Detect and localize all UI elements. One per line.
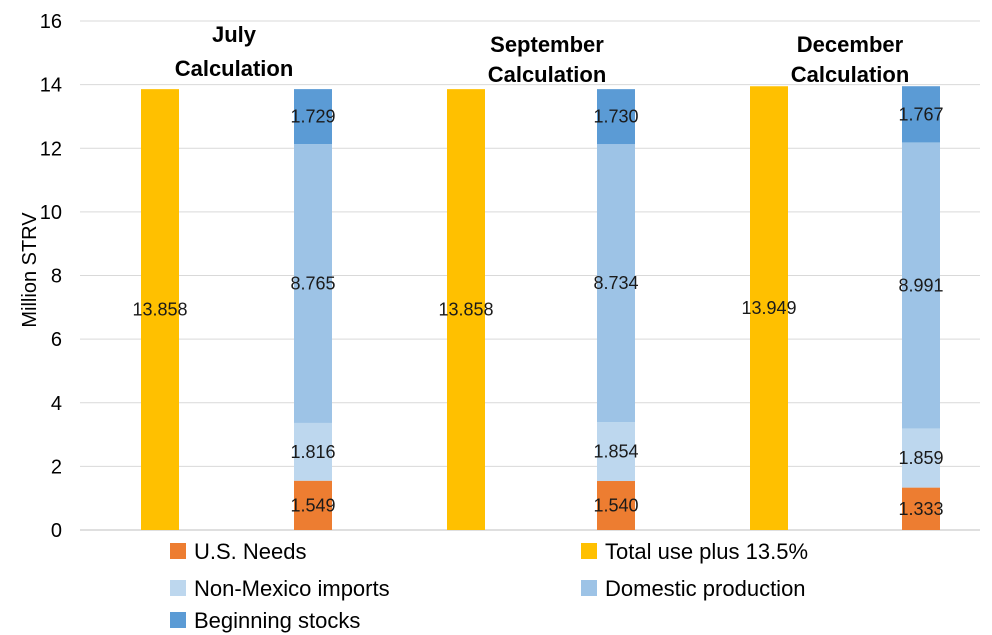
bar-segment-non_mexico [597,422,635,482]
y-tick-label: 2 [51,456,62,478]
group-title-line1: December [797,32,904,57]
group-title-line2: Calculation [791,62,910,87]
data-label-non_mexico: 1.816 [290,442,335,462]
legend-swatch-total_use [581,543,597,559]
data-label-beginning: 1.729 [290,107,335,127]
group-titles: July Calculation September Calculation Decem… [175,22,910,87]
bar-total-use [447,89,485,531]
data-label-domestic: 8.765 [290,274,335,294]
bar-total-use [750,86,788,530]
legend-label-non_mexico: Non-Mexico imports [194,576,390,601]
data-label-us_needs: 1.333 [898,499,943,519]
bar-segment-us_needs [597,481,635,530]
y-tick-label: 8 [51,266,62,288]
gridlines [80,20,980,531]
bar-segment-beginning [902,86,940,143]
bar-segment-domestic [597,144,635,423]
data-label-beginning: 1.730 [593,107,638,127]
group-title-line2: Calculation [175,56,294,81]
y-tick-label: 4 [51,393,62,415]
bar-total-use [141,89,179,531]
y-tick-label: 10 [40,202,62,224]
y-tick-label: 6 [51,329,62,351]
group-title-line1: September [490,32,604,57]
y-tick-label: 0 [51,520,62,542]
legend-swatch-us_needs [170,543,186,559]
legend-label-us_needs: U.S. Needs [194,539,307,564]
bars: 13.858 1.549 1.816 8.765 1.729 13.858 1.540 1.8… [132,86,944,531]
data-label-domestic: 8.991 [898,275,943,295]
legend: U.S. Needs Total use plus 13.5% Non-Mexico… [170,539,808,633]
bar-segment-domestic [902,142,940,429]
legend-label-domestic: Domestic production [605,576,806,601]
bar-segment-beginning [294,89,332,145]
y-tick-label: 14 [40,75,62,97]
data-label-total-use: 13.949 [741,298,796,318]
data-label-us_needs: 1.549 [290,495,335,515]
y-axis-ticks: 0 2 4 6 8 10 12 14 16 [40,11,62,542]
data-label-domestic: 8.734 [593,273,638,293]
legend-swatch-domestic [581,580,597,596]
bar-segment-domestic [294,144,332,423]
data-label-total-use: 13.858 [132,300,187,320]
data-label-non_mexico: 1.854 [593,442,638,462]
data-label-total-use: 13.858 [438,300,493,320]
legend-label-beginning: Beginning stocks [194,608,360,633]
bar-segment-beginning [597,89,635,145]
legend-swatch-non_mexico [170,580,186,596]
legend-label-total_use: Total use plus 13.5% [605,539,808,564]
y-tick-label: 16 [40,11,62,33]
y-tick-label: 12 [40,138,62,160]
group-title-line1: July [212,22,257,47]
bar-segment-non_mexico [294,422,332,481]
data-label-us_needs: 1.540 [593,496,638,516]
bar-segment-us_needs [294,480,332,530]
data-label-beginning: 1.767 [898,104,943,124]
group-title-line2: Calculation [488,62,607,87]
bar-segment-us_needs [902,487,940,530]
y-axis-label: Million STRV [19,212,41,328]
data-label-non_mexico: 1.859 [898,448,943,468]
legend-swatch-beginning [170,612,186,628]
bar-segment-non_mexico [902,428,940,488]
